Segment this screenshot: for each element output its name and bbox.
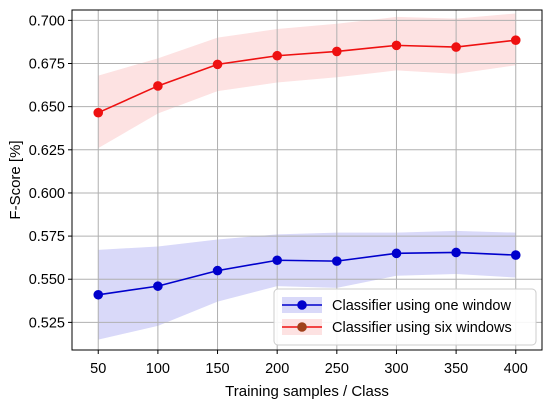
series-lines [97,39,516,296]
y-tick-label: 0.650 [29,100,65,116]
x-tick-label: 200 [265,361,289,377]
tick-labels: 50 100 150 200 250 300 350 400 0.525 0.550 0.575 0.… [29,13,528,377]
confidence-bands [98,13,516,340]
data-points [93,35,521,300]
data-point-series-1 [272,255,282,266]
legend: Classifier using one window Classifier us… [273,288,537,346]
y-tick-label: 0.550 [29,272,65,288]
legend-marker-1 [297,300,307,310]
y-tick-label: 0.625 [29,143,65,159]
y-tick-label: 0.600 [29,186,65,202]
x-tick-label: 250 [325,361,349,377]
plot-frame [71,9,543,351]
data-point-series-1 [332,256,342,266]
data-point-series-1 [153,281,163,291]
confidence-band-series-1 [98,230,516,340]
y-tick-label: 0.700 [29,13,65,29]
x-tick-label: 400 [504,361,528,377]
data-point-series-1 [212,265,223,276]
x-tick-label: 50 [90,361,106,377]
legend-box [273,288,537,346]
x-axis-title: Training samples / Class [225,383,389,400]
axis-ticks [68,19,517,354]
data-point-series-2 [451,42,461,52]
series-line-1 [98,251,516,296]
y-tick-label: 0.675 [29,57,65,73]
x-tick-label: 300 [384,361,408,377]
x-tick-label: 100 [146,361,170,377]
legend-label-1: Classifier using one window [332,298,511,314]
data-point-series-1 [93,289,104,300]
data-point-series-2 [391,40,402,51]
data-point-series-1 [510,250,521,260]
confidence-band-series-2 [98,13,516,149]
y-tick-label: 0.525 [29,315,65,331]
series-line-2 [97,39,516,114]
data-point-series-1 [391,248,402,259]
x-tick-label: 350 [444,361,468,377]
data-point-series-2 [93,107,104,118]
y-axis-title: F-Score [%] [7,140,24,219]
x-tick-label: 150 [205,361,229,377]
data-point-series-2 [272,50,282,61]
y-tick-label: 0.575 [29,229,65,245]
legend-marker-2 [297,322,307,332]
data-point-series-2 [510,35,521,46]
data-point-series-1 [451,247,461,258]
data-point-series-2 [153,81,163,91]
legend-label-2: Classifier using six windows [332,320,512,336]
data-point-series-2 [212,59,223,70]
data-point-series-2 [332,46,342,57]
